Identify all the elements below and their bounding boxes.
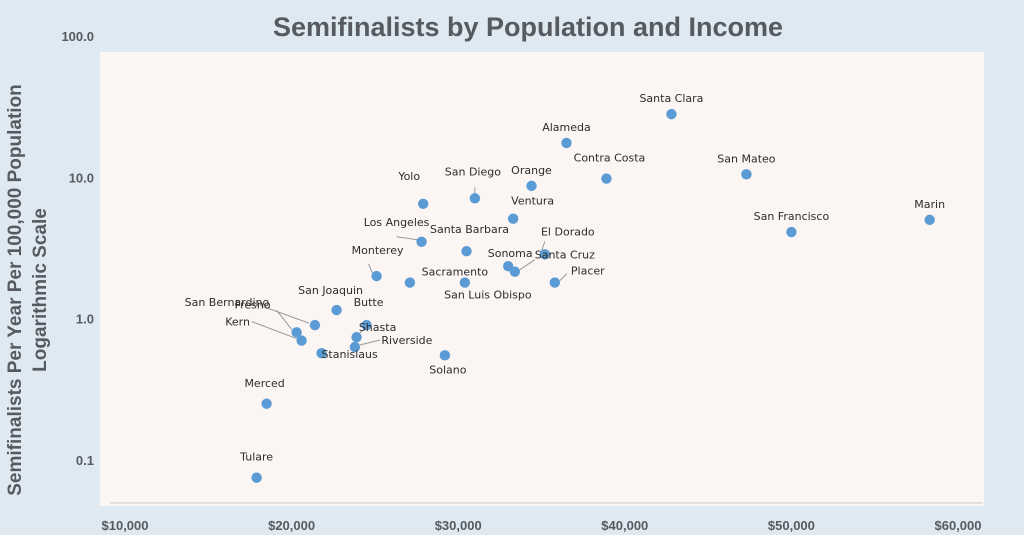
point-label-san-bernardino: San Bernardino <box>185 296 270 309</box>
point-label-fresno: Fresno <box>235 298 271 311</box>
point-labels: Santa Clara Alameda Orange Contra Costa San … <box>185 92 945 464</box>
y-axis-subtitle: Logarithmic Scale <box>30 208 51 372</box>
leader-lines <box>251 187 568 346</box>
point-monterey <box>371 270 382 282</box>
point-label-tulare: Tulare <box>239 451 273 464</box>
point-label-stanislaus: Stanislaus <box>321 348 378 361</box>
point-label-placer: Placer <box>571 265 605 278</box>
leader-line-monterey <box>368 263 374 274</box>
point-el-dorado <box>539 249 551 260</box>
point-san-diego <box>469 193 481 204</box>
point-label-san-mateo: San Mateo <box>717 152 776 165</box>
y-axis-title: Semifinalists Per Year Per 100,000 Popul… <box>5 84 26 496</box>
point-label-san-francisco: San Francisco <box>754 210 830 223</box>
point-label-sonoma: Sonoma <box>488 247 533 260</box>
leader-line-fresno <box>276 310 292 330</box>
point-yolo <box>418 198 429 209</box>
point-butte <box>361 319 372 331</box>
x-tick-label: $60,000 <box>935 518 982 533</box>
leader-line-san-bernardino <box>261 305 310 324</box>
point-label-yolo: Yolo <box>397 170 420 183</box>
point-label-santa-barbara: Santa Barbara <box>430 223 509 236</box>
point-label-san-joaquin: San Joaquin <box>298 284 363 297</box>
point-label-santa-cruz: Santa Cruz <box>535 249 595 262</box>
point-shasta <box>351 331 362 343</box>
point-fresno <box>291 327 302 338</box>
point-label-kern: Kern <box>225 316 250 329</box>
point-ventura <box>507 213 519 224</box>
point-label-contra-costa: Contra Costa <box>574 152 646 165</box>
point-san-joaquin <box>331 304 342 316</box>
point-san-bernardino <box>309 319 321 331</box>
plot-area <box>100 52 984 506</box>
leader-line-riverside <box>359 339 381 346</box>
data-points <box>251 108 935 483</box>
x-tick-label: $10,000 <box>102 518 149 533</box>
x-tick-label: $20,000 <box>268 518 315 533</box>
point-alameda <box>561 137 572 149</box>
point-orange <box>526 180 537 192</box>
x-tick-label: $30,000 <box>435 518 482 533</box>
x-tick-label: $50,000 <box>768 518 815 533</box>
point-label-sacramento: Sacramento <box>422 266 489 279</box>
point-label-butte: Butte <box>354 296 384 309</box>
chart-title: Semifinalists by Population and Income <box>273 12 783 42</box>
point-marin <box>924 214 935 226</box>
point-label-santa-clara: Santa Clara <box>639 92 703 105</box>
y-tick-label: 0.1 <box>76 453 94 468</box>
point-tulare <box>251 472 262 483</box>
point-label-san-diego: San Diego <box>445 165 501 178</box>
point-solano <box>439 350 451 361</box>
point-label-los-angeles: Los Angeles <box>364 216 430 229</box>
point-santa-barbara <box>461 246 472 257</box>
point-label-ventura: Ventura <box>511 195 554 208</box>
point-label-orange: Orange <box>511 164 552 177</box>
point-label-marin: Marin <box>914 198 945 211</box>
leader-line-santa-cruz <box>519 259 536 271</box>
x-tick-label: $40,000 <box>601 518 648 533</box>
point-san-mateo <box>741 169 752 180</box>
point-san-francisco <box>786 226 797 238</box>
point-label-el-dorado: El Dorado <box>541 225 595 238</box>
y-axis-ticks: 0.1 1.0 10.0 100.0 <box>61 29 94 468</box>
y-tick-label: 100.0 <box>61 29 94 44</box>
leader-line-el-dorado <box>541 241 546 251</box>
point-label-merced: Merced <box>244 377 284 390</box>
point-sacramento <box>404 277 416 288</box>
point-san-luis-obispo <box>459 277 471 288</box>
point-label-monterey: Monterey <box>352 244 404 257</box>
y-tick-label: 10.0 <box>69 170 94 185</box>
point-stanislaus <box>316 347 327 359</box>
y-tick-label: 1.0 <box>76 312 94 327</box>
x-axis-ticks: $10,000 $20,000 $30,000 $40,000 $50,000 $60,0… <box>102 518 982 533</box>
point-merced <box>261 398 272 409</box>
point-kern <box>296 335 307 346</box>
leader-line-kern <box>251 321 297 340</box>
point-riverside <box>349 341 361 353</box>
point-label-san-luis-obispo: San Luis Obispo <box>444 289 532 302</box>
leader-line-placer <box>559 273 568 281</box>
point-placer <box>549 277 561 288</box>
point-santa-clara <box>666 108 677 120</box>
point-contra-costa <box>601 173 612 184</box>
leader-line-los-angeles <box>396 236 418 241</box>
point-los-angeles <box>416 236 427 247</box>
point-label-riverside: Riverside <box>381 334 432 347</box>
point-label-solano: Solano <box>429 363 466 376</box>
point-label-alameda: Alameda <box>542 121 591 134</box>
point-label-shasta: Shasta <box>359 321 396 334</box>
point-santa-cruz <box>509 266 521 277</box>
